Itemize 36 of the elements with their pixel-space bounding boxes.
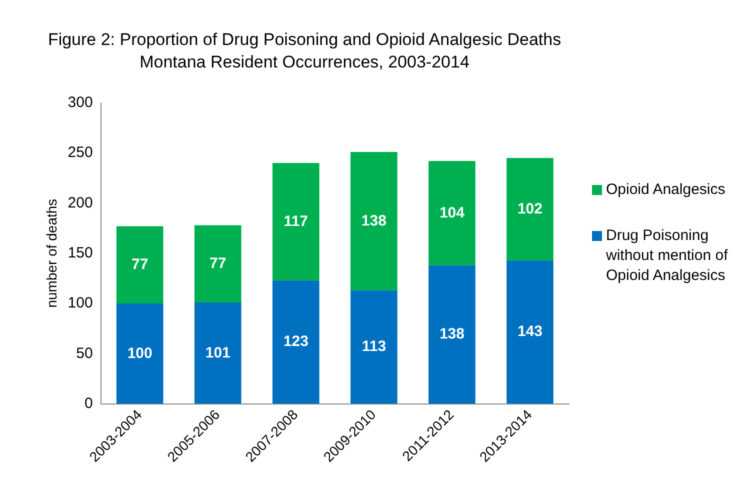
bar [194, 302, 242, 404]
data-label: 101 [205, 344, 230, 362]
chart-subtitle: Montana Resident Occurrences, 2003-2014 [140, 52, 470, 72]
y-tick-label: 0 [84, 394, 93, 412]
y-tick-label: 100 [68, 294, 93, 312]
data-label: 138 [361, 212, 386, 230]
data-label: 104 [439, 204, 466, 222]
data-label: 143 [517, 323, 542, 340]
bar [350, 152, 398, 290]
data-label: 77 [210, 254, 226, 272]
bar [116, 303, 164, 404]
legend-label: Opioid Analgesics [606, 180, 726, 200]
data-label: 123 [283, 333, 308, 350]
y-tick-label: 50 [76, 344, 93, 362]
data-label: 117 [284, 212, 308, 230]
bar [350, 290, 398, 404]
bar [272, 162, 320, 280]
data-label: 100 [127, 344, 152, 362]
data-label: 138 [439, 326, 464, 343]
bar [506, 158, 554, 260]
y-tick-label: 300 [68, 94, 93, 111]
bar [116, 226, 164, 304]
bar [506, 260, 554, 404]
y-axis-title: number of deaths [43, 198, 60, 308]
data-label: 77 [132, 256, 148, 273]
y-tick-label: 250 [68, 144, 93, 162]
y-tick-label: 150 [68, 244, 93, 262]
bar [194, 225, 242, 302]
y-tick-label: 200 [68, 194, 93, 212]
data-label: 113 [362, 338, 386, 356]
legend-label: Drug Poisoning without mention of Opioid Analgesics [606, 226, 729, 286]
bar [272, 280, 320, 404]
data-label: 102 [517, 200, 542, 218]
bar [428, 265, 476, 404]
bar [428, 160, 476, 266]
chart-title: Figure 2: Proportion of Drug Poisoning and Opioid Analgesic Deaths [48, 30, 562, 49]
